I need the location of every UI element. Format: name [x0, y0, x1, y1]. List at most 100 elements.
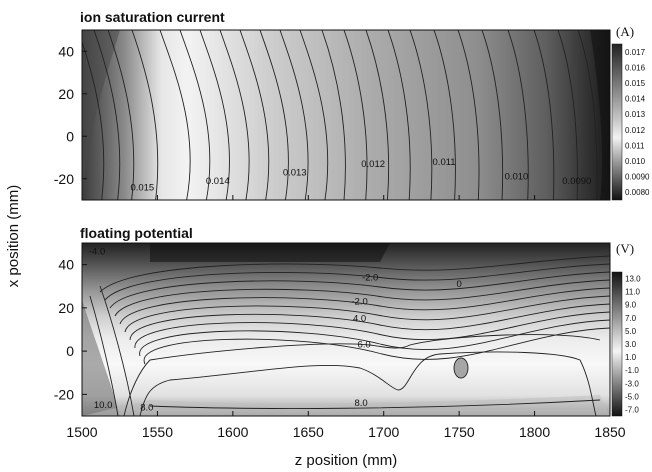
contour-field: [82, 30, 610, 200]
contour-line: [259, 30, 289, 200]
contour-line: [507, 30, 529, 200]
x-tick-labels: 1500 1550 1600 1650 1700 1750 1800 1850: [66, 424, 625, 440]
colorbar: [611, 43, 623, 201]
colorbar: [611, 271, 623, 417]
y-tick-labels: 40 20 0 -20: [54, 43, 611, 200]
y-tick-label: 0: [66, 343, 74, 359]
contour-line: [577, 30, 598, 200]
colorbar-tick-label: -1.0: [625, 366, 639, 375]
contour-line: [89, 295, 119, 416]
contour-line: [239, 30, 270, 200]
y-axis-label: x position (mm): [5, 185, 22, 288]
unit-label: (V): [616, 241, 634, 256]
colorbar-tick-label: 0.0090: [625, 173, 650, 182]
contour-label: 6.0: [357, 340, 370, 351]
colorbar-tick-label: -7.0: [625, 405, 639, 414]
contour-line: [343, 30, 368, 200]
colorbar-tick-label: 0.011: [625, 141, 645, 150]
contour-line: [481, 30, 504, 200]
contour-fill: [82, 243, 610, 416]
contour-label: 0.015: [130, 182, 154, 193]
contour-line: [279, 30, 309, 200]
contour-line: [123, 334, 601, 416]
contour-lines: [82, 30, 598, 200]
contour-label: 0.010: [505, 172, 529, 183]
contour-line: [82, 40, 105, 200]
contour-label: -4.0: [89, 247, 105, 258]
contour-line: [93, 30, 121, 200]
colorbar-tick-label: -5.0: [625, 392, 639, 401]
contour-line: [409, 30, 433, 200]
colorbar-tick-labels: 0.017 0.016 0.015 0.014 0.013 0.012 0.011 0.010…: [625, 48, 650, 197]
x-tick-label: 1550: [142, 424, 173, 440]
colorbar-tick-label: 0.010: [625, 157, 646, 166]
x-tick-label: 1800: [519, 424, 550, 440]
contour-band: [590, 30, 610, 200]
colorbar-tick-label: 11.0: [625, 288, 641, 297]
colorbar-tick-label: 0.014: [625, 95, 646, 104]
colorbar-tick-label: 0.0080: [625, 188, 650, 197]
contour-fill: [82, 30, 610, 200]
x-tick-label: 1500: [66, 424, 97, 440]
y-tick-label: 20: [58, 86, 74, 102]
contour-field: [82, 243, 610, 416]
contour-band: [150, 243, 390, 262]
contour-lines: [89, 255, 610, 416]
panel-title: ion saturation current: [80, 9, 225, 25]
x-tick-label: 1750: [444, 424, 475, 440]
contour-line: [131, 30, 159, 200]
contour-line: [179, 30, 211, 200]
colorbar-tick-label: 5.0: [625, 327, 637, 336]
contour-line: [299, 30, 329, 200]
x-tick-label: 1850: [594, 424, 625, 440]
contour-line: [387, 30, 411, 200]
contour-label: 0.013: [283, 167, 307, 178]
panel-floating-potential: floating potential (V) -4.0 -2.0 0 -2.0 4.0 6…: [54, 225, 641, 417]
colorbar-tick-label: 9.0: [625, 301, 637, 310]
colorbar-tick-label: 1.0: [625, 353, 637, 362]
colorbar-tick-label: 0.013: [625, 110, 646, 119]
contour-line: [107, 30, 135, 200]
contour-label: 10.0: [94, 400, 113, 411]
contour-line: [199, 30, 230, 200]
y-tick-label: 20: [58, 300, 74, 316]
colorbar-tick-label: 0.012: [625, 126, 646, 135]
colorbar-tick-label: 0.017: [625, 48, 646, 57]
contour-line: [139, 319, 610, 357]
contour-line: [139, 351, 597, 416]
x-axis-label: z position (mm): [295, 452, 398, 469]
contour-line: [321, 30, 346, 200]
colorbar-tick-label: 3.0: [625, 340, 637, 349]
contour-labels: -4.0 -2.0 0 -2.0 4.0 6.0 10.0 8.0 8.0: [89, 247, 462, 414]
contour-line: [124, 295, 610, 333]
contour-line: [557, 30, 578, 200]
contour-line: [365, 30, 390, 200]
unit-label: (A): [616, 24, 634, 39]
contour-label: 8.0: [354, 398, 367, 409]
contour-island: [453, 357, 469, 379]
plot-frame: [81, 29, 611, 201]
y-tick-label: -20: [54, 171, 74, 187]
x-tick-label: 1650: [293, 424, 324, 440]
contour-line: [143, 327, 610, 365]
contour-line: [119, 287, 610, 325]
colorbar-tick-label: 0.015: [625, 79, 646, 88]
contour-band: [82, 300, 120, 416]
contour-label: 0: [456, 279, 461, 290]
colorbar-tick-label: 7.0: [625, 314, 637, 323]
colorbar-tick-label: 0.016: [625, 63, 646, 72]
contour-line: [129, 303, 610, 341]
y-tick-label: 40: [58, 257, 74, 273]
x-tick-label: 1600: [217, 424, 248, 440]
contour-labels: 0.015 0.014 0.013 0.012 0.011 0.010 0.0090: [130, 157, 591, 194]
contour-label: -2.0: [362, 273, 378, 284]
contour-label: -2.0: [351, 296, 367, 307]
y-tick-label: 40: [58, 43, 74, 59]
y-tick-label: 0: [66, 128, 74, 144]
colorbar-tick-labels: 13.0 11.0 9.0 7.0 5.0 3.0 1.0 -1.0 -3.0 -5.0 -7.0: [625, 275, 641, 415]
contour-label: 0.0090: [562, 176, 591, 187]
contour-line: [114, 279, 610, 317]
panel-ion-saturation-current: ion saturation current (A) 0.0150.0140.0…: [54, 9, 650, 201]
panel-title: floating potential: [80, 225, 193, 241]
